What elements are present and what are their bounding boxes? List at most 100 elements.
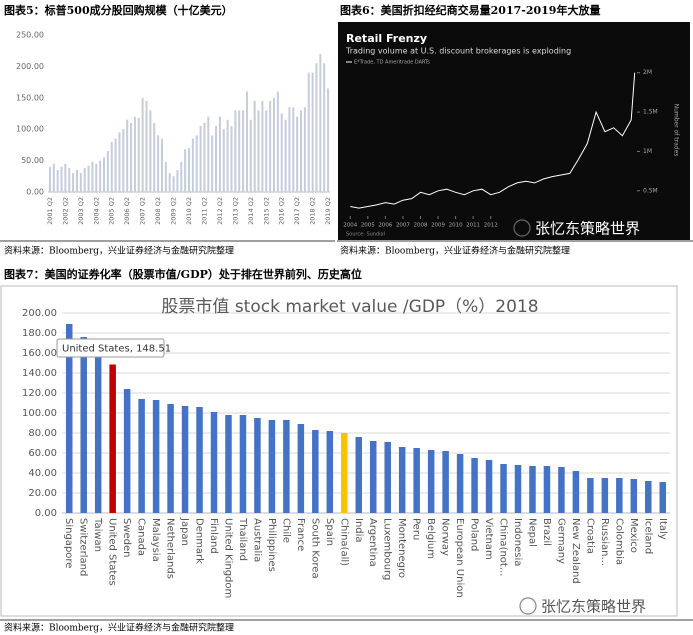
bar: [164, 161, 167, 192]
chart-background: [338, 22, 690, 240]
bar: [543, 466, 551, 513]
bar: [210, 412, 218, 513]
y-tick-label: 50.00: [21, 156, 44, 165]
tooltip: [56, 338, 165, 358]
bar: [87, 165, 90, 192]
bar: [514, 465, 522, 513]
x-tick-label: China(all): [338, 518, 349, 566]
bar: [83, 168, 86, 192]
y-tick-label: 180.00: [22, 328, 57, 339]
x-tick-label: Belgium: [425, 518, 436, 559]
x-tick-label: Thailand: [237, 517, 248, 561]
y-tick-label: 140.00: [22, 368, 57, 379]
x-tick-label: United States: [107, 518, 118, 586]
chart-title: Retail Frenzy: [346, 32, 427, 45]
x-tick-label: 2013 Q2: [231, 197, 239, 225]
line: [350, 72, 636, 209]
bar: [195, 135, 198, 192]
bar: [234, 110, 237, 192]
watermark-text: 张忆东策略世界: [535, 220, 640, 238]
x-tick-label: Indonesia: [512, 518, 523, 566]
x-tick-label: 2019 Q2: [324, 197, 332, 225]
bar: [249, 119, 252, 192]
bar: [307, 72, 310, 192]
bar: [303, 107, 306, 192]
bar: [587, 478, 594, 513]
bar: [272, 97, 275, 192]
bar: [471, 458, 478, 513]
bar: [152, 400, 160, 513]
x-tick-label: 2008: [414, 223, 428, 229]
watermark-text: 张忆东策略世界: [541, 598, 646, 616]
bar: [122, 129, 125, 192]
bar: [398, 447, 406, 513]
x-tick-label: Brazil: [541, 518, 552, 546]
y-tick-label: 1M: [643, 148, 652, 155]
x-tick-label: 2018 Q2: [309, 197, 317, 225]
x-tick-label: 2003 Q2: [77, 197, 85, 225]
bar: [172, 176, 175, 192]
x-tick-label: Netherlands: [165, 518, 176, 579]
x-tick-label: 2005: [361, 223, 375, 229]
x-tick-label: 2005 Q2: [108, 197, 116, 225]
bar: [456, 454, 464, 513]
y-tick-label: 0.00: [35, 508, 57, 519]
bar: [184, 149, 187, 192]
x-tick-label: Nepal: [526, 518, 537, 547]
x-tick-label: European Union: [454, 518, 465, 598]
caption: 图表5：标普500成分股回购规模（十亿美元）: [4, 3, 233, 17]
bar: [48, 166, 51, 192]
chart-subtitle: Trading volume at U.S. discount brokerag…: [345, 47, 571, 56]
bar: [265, 110, 268, 192]
bar: [239, 415, 247, 513]
x-tick-label: Philippines: [266, 518, 277, 572]
bar: [215, 126, 218, 192]
bar: [253, 100, 256, 192]
caption: 图表6：美国折扣经纪商交易量2017-2019年大放量: [340, 3, 600, 17]
x-tick-label: 2004 Q2: [92, 197, 100, 225]
x-tick-label: Australia: [251, 518, 262, 562]
bar: [384, 442, 391, 513]
x-tick-label: Canada: [136, 518, 147, 556]
x-tick-label: Finland: [208, 518, 219, 554]
x-tick-label: United Kingdom: [222, 518, 233, 598]
bar: [130, 122, 133, 192]
bar: [181, 406, 189, 513]
bar: [500, 464, 507, 513]
y-tick-label: 60.00: [28, 448, 57, 459]
y-tick-label: 200.00: [22, 308, 57, 319]
x-tick-label: 2009: [431, 223, 445, 229]
x-tick-label: 2007 Q2: [139, 197, 147, 225]
bar: [75, 170, 78, 192]
x-tick-label: 2001 Q2: [46, 197, 54, 225]
x-tick-label: Croatia: [584, 518, 595, 554]
bar: [413, 448, 420, 513]
bar: [109, 364, 116, 513]
y-tick-label: 100.00: [22, 408, 57, 419]
legend-label: E*Trade, TD Ameritrade DARTs: [354, 60, 430, 66]
watermark: 张忆东策略世界: [519, 597, 646, 616]
bar: [72, 173, 75, 192]
bar: [225, 415, 232, 513]
bar: [341, 433, 348, 513]
bar: [203, 122, 206, 192]
x-tick-label: 2017 Q2: [293, 197, 301, 225]
y-tick-label: 40.00: [28, 468, 57, 479]
bar: [315, 63, 318, 193]
bar: [207, 116, 210, 192]
x-tick-label: Colombia: [613, 518, 624, 565]
y-tick-label: 120.00: [22, 388, 57, 399]
bar: [99, 160, 102, 192]
tooltip-text: United States, 148.51: [62, 344, 171, 355]
bar: [176, 170, 179, 192]
bar: [254, 418, 261, 513]
x-tick-label: 2006 Q2: [123, 197, 131, 225]
bar: [118, 132, 121, 192]
bar: [616, 478, 623, 513]
x-tick-label: Norway: [440, 518, 451, 556]
y-tick-label: 0.5M: [643, 187, 658, 194]
caption: 图表7：美国的证券化率（股票市值/GDP）处于排在世界前列、历史高位: [4, 267, 362, 281]
bar: [558, 467, 565, 513]
bar: [149, 110, 152, 192]
bar: [283, 420, 290, 513]
